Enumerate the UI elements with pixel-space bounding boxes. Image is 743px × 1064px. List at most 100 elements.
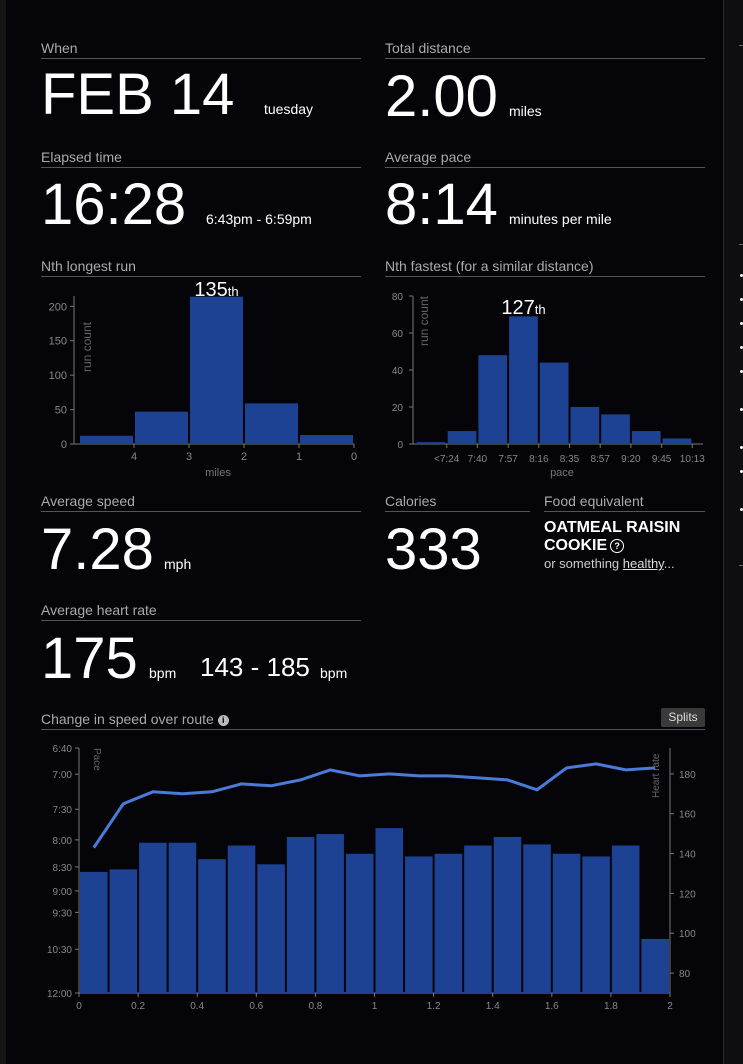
divider bbox=[41, 729, 705, 730]
y-tick-label: 40 bbox=[392, 366, 404, 377]
pace-bar bbox=[375, 828, 404, 993]
y-axis-label: run count bbox=[80, 321, 94, 372]
pace-tick-label: 7:30 bbox=[53, 805, 73, 816]
date-value: FEB 14 bbox=[41, 62, 235, 127]
elapsed-label: Elapsed time bbox=[41, 149, 122, 165]
heart-rate-value: 175 bbox=[41, 626, 138, 691]
heart-rate-range-unit: bpm bbox=[320, 665, 348, 681]
x-tick-label: 0 bbox=[351, 451, 357, 463]
help-icon[interactable]: ? bbox=[610, 539, 625, 553]
heart-rate-tick-label: 160 bbox=[679, 810, 696, 821]
pace-tick-label: 9:00 bbox=[53, 887, 73, 898]
divider bbox=[41, 167, 361, 168]
histogram-bar bbox=[447, 431, 477, 444]
speed-unit: mph bbox=[164, 556, 192, 572]
info-icon[interactable]: i bbox=[217, 715, 229, 726]
calories-label: Calories bbox=[385, 493, 437, 509]
when-label: When bbox=[41, 40, 78, 56]
x-tick-label: 8:57 bbox=[590, 454, 610, 465]
divider bbox=[385, 511, 530, 512]
ticks: <7:24 7:40 7:57 8:16 8:35 8:57 9:20 9:45 10:13 0 2… bbox=[392, 292, 705, 465]
pace-tick-label: 8:00 bbox=[53, 836, 73, 847]
speed-label: Average speed bbox=[41, 493, 135, 509]
left-edge-frame bbox=[0, 0, 6, 1064]
pace-bar bbox=[198, 859, 226, 993]
pace-bar bbox=[345, 853, 374, 993]
histogram-bar bbox=[631, 431, 661, 444]
heart-rate-tick-label: 120 bbox=[679, 889, 696, 900]
calories-value: 333 bbox=[385, 517, 482, 582]
pace-tick-label: 10:30 bbox=[47, 945, 72, 956]
distance-label: Total distance bbox=[385, 40, 471, 56]
divider bbox=[385, 276, 705, 277]
divider bbox=[41, 511, 361, 512]
food-prefix: or something bbox=[544, 556, 623, 571]
x-axis-label: pace bbox=[550, 467, 574, 479]
heart-rate-range: 143 - 185 bbox=[200, 652, 310, 682]
histogram-bar bbox=[300, 435, 353, 444]
panel-fragment bbox=[739, 565, 743, 566]
pace-bar bbox=[552, 853, 581, 993]
distance-value: 2.00 bbox=[385, 64, 498, 129]
pace-tick-label: 12:00 bbox=[47, 989, 72, 1000]
y-tick-label: 50 bbox=[55, 405, 67, 417]
pace-bars bbox=[80, 828, 669, 993]
longest-run-histogram: run count miles 0 50 100 150 200 4 3 2 1 0 135th bbox=[49, 279, 357, 479]
ticks: 0 50 100 150 200 4 3 2 1 0 bbox=[49, 301, 357, 463]
pace-bar bbox=[405, 856, 433, 993]
pace-axis-label: Pace bbox=[91, 748, 102, 771]
y-tick-label: 0 bbox=[61, 439, 67, 451]
list-bullet bbox=[740, 470, 743, 473]
x-tick-label: 7:40 bbox=[468, 454, 488, 465]
heart-rate-axis-label: Heart rate bbox=[651, 753, 662, 798]
splits-button[interactable]: Splits bbox=[661, 708, 705, 727]
pace-bar bbox=[139, 842, 167, 993]
histogram-bar bbox=[190, 296, 243, 444]
x-tick-label: 1 bbox=[296, 451, 302, 463]
pace-tick-label: 9:30 bbox=[53, 908, 73, 919]
histogram-bar bbox=[135, 411, 188, 444]
time-range: 6:43pm - 6:59pm bbox=[206, 211, 312, 227]
list-bullet bbox=[740, 298, 743, 301]
fastest-run-histogram: run count pace <7:24 7:40 7:57 8:16 8:35 8:57… bbox=[392, 292, 705, 479]
rank-label: 127th bbox=[501, 297, 545, 319]
pace-tick-label: 7:00 bbox=[53, 770, 73, 781]
speed-route-chart: Pace Heart rate 6:40 7:00 7:30 8:00 8:30 9:00… bbox=[47, 744, 696, 1012]
y-axis-label: run count bbox=[417, 295, 431, 346]
x-tick-label: 3 bbox=[186, 451, 192, 463]
distance-tick-label: 1.6 bbox=[545, 1001, 559, 1012]
pace-bar bbox=[434, 853, 463, 993]
food-suffix: ... bbox=[663, 556, 675, 571]
pace-tick-label: 8:30 bbox=[53, 863, 73, 874]
y-tick-label: 100 bbox=[49, 370, 67, 382]
nth-fastest-label: Nth fastest (for a similar distance) bbox=[385, 258, 594, 274]
speed-value: 7.28 bbox=[41, 517, 154, 582]
distance-tick-label: 1.8 bbox=[604, 1001, 618, 1012]
distance-tick-label: 0.4 bbox=[190, 1001, 204, 1012]
pace-unit: minutes per mile bbox=[509, 211, 612, 227]
pace-bar bbox=[464, 845, 492, 993]
x-axis-label: miles bbox=[205, 467, 231, 479]
histogram-bar bbox=[539, 362, 569, 444]
pace-bar bbox=[582, 856, 610, 993]
divider bbox=[41, 620, 361, 621]
panel-fragment bbox=[739, 45, 743, 46]
ticks: 6:40 7:00 7:30 8:00 8:30 9:00 9:30 10:30 12:00 80… bbox=[47, 744, 696, 1012]
x-tick-label: 2 bbox=[241, 451, 247, 463]
x-tick-label: <7:24 bbox=[434, 454, 460, 465]
pace-bar bbox=[611, 845, 640, 993]
bars bbox=[80, 296, 353, 444]
weekday: tuesday bbox=[264, 101, 314, 117]
heart-rate-label: Average heart rate bbox=[41, 602, 157, 618]
pace-tick-label: 6:40 bbox=[53, 744, 73, 755]
healthy-link[interactable]: healthy bbox=[622, 556, 664, 571]
nth-longest-label: Nth longest run bbox=[41, 258, 136, 274]
histogram-bar bbox=[601, 414, 630, 444]
heart-rate-tick-label: 180 bbox=[679, 770, 696, 781]
divider bbox=[41, 58, 361, 59]
bars bbox=[417, 316, 692, 444]
histogram-bar bbox=[478, 355, 508, 444]
distance-tick-label: 1 bbox=[372, 1001, 378, 1012]
elapsed-value: 16:28 bbox=[41, 172, 187, 237]
distance-tick-label: 2 bbox=[667, 1001, 673, 1012]
